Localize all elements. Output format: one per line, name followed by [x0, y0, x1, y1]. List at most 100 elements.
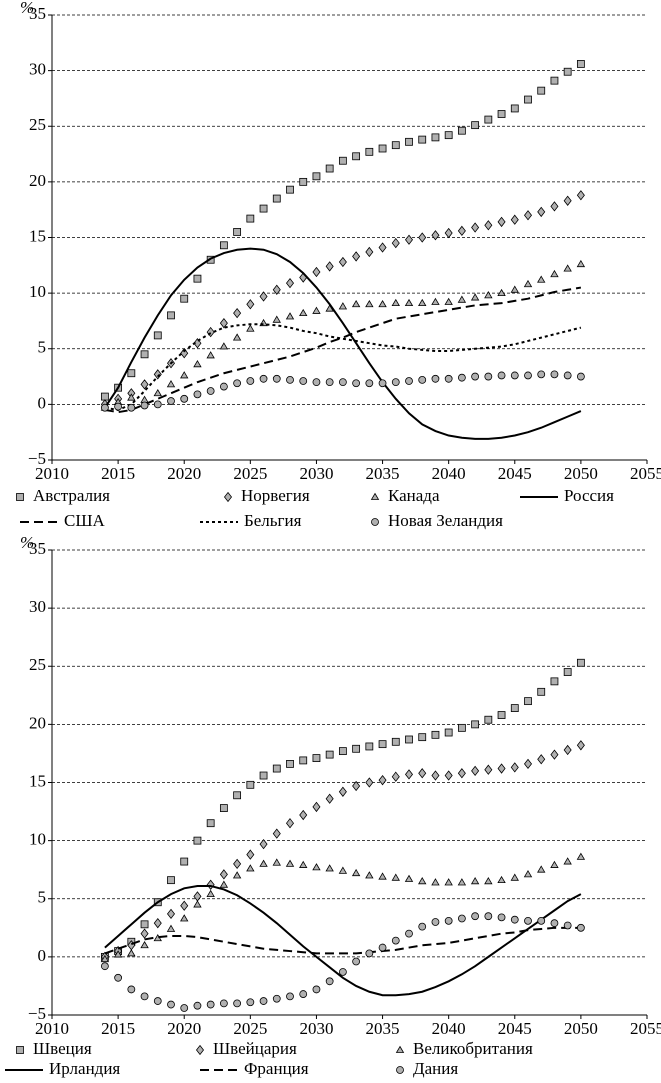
data-point [444, 131, 453, 140]
data-point [444, 916, 453, 925]
data-point [365, 147, 374, 156]
data-point [550, 860, 559, 868]
data-point [206, 351, 215, 359]
data-point [497, 110, 506, 118]
x-tick-label: 2045 [498, 464, 532, 483]
series-line [104, 286, 582, 414]
data-point [391, 141, 400, 150]
data-point [193, 1001, 202, 1010]
data-point [405, 377, 413, 385]
x-tick-label: 2025 [233, 464, 267, 483]
data-point [285, 312, 295, 320]
data-point [444, 770, 453, 781]
data-point [338, 256, 347, 268]
data-point [206, 879, 215, 890]
data-point [550, 919, 559, 928]
data-point [153, 400, 162, 409]
data-point [510, 104, 519, 113]
data-point [259, 204, 268, 213]
data-point [246, 780, 255, 789]
data-point [193, 836, 202, 845]
data-point [299, 177, 308, 186]
data-point [405, 137, 413, 146]
data-point [180, 294, 189, 303]
data-point [471, 121, 480, 130]
data-point [180, 857, 189, 866]
data-point [246, 998, 255, 1007]
data-point [471, 222, 480, 233]
data-point [378, 872, 387, 880]
data-point [312, 985, 321, 994]
data-point [193, 360, 202, 368]
data-point [510, 915, 519, 924]
y-tick-label: 10 [29, 282, 46, 301]
data-point [523, 279, 533, 288]
x-tick-label: 2050 [564, 464, 598, 483]
data-point [180, 394, 189, 403]
data-point [457, 225, 466, 236]
data-point [259, 771, 268, 780]
data-point [471, 765, 480, 777]
y-tick-label: −5 [28, 449, 46, 468]
data-point [233, 791, 242, 800]
data-point [405, 735, 413, 744]
data-point [299, 809, 308, 821]
data-point [140, 401, 149, 410]
data-point [537, 916, 546, 925]
data-point [563, 668, 572, 676]
data-point [576, 923, 585, 932]
data-point [338, 866, 348, 874]
data-point [391, 378, 400, 387]
data-point [391, 298, 400, 307]
data-point [470, 293, 480, 301]
x-tick-label: 2015 [101, 464, 135, 483]
data-point [153, 388, 162, 397]
data-point [193, 390, 202, 399]
data-point [550, 370, 559, 379]
data-point [325, 378, 334, 387]
legend-swatch [396, 1066, 404, 1074]
data-point [352, 957, 361, 966]
data-point [537, 687, 546, 696]
data-point [576, 658, 585, 667]
x-tick-label: 2020 [167, 464, 201, 483]
legend-label: Швейцария [213, 1039, 297, 1058]
data-point [404, 874, 414, 882]
y-tick-label: 30 [29, 597, 46, 616]
x-tick-label: 2035 [366, 1019, 400, 1038]
data-point [484, 115, 493, 124]
data-point [338, 378, 347, 387]
data-point [100, 962, 109, 971]
y-tick-label: 15 [29, 771, 46, 790]
data-point [378, 144, 387, 153]
data-point [259, 291, 268, 302]
data-point [365, 871, 374, 879]
data-point [497, 763, 506, 774]
data-point [312, 754, 321, 762]
data-point [497, 711, 506, 719]
data-point [471, 720, 480, 729]
data-point [180, 348, 189, 359]
data-point [378, 775, 387, 786]
data-point [352, 251, 361, 262]
data-point [325, 793, 334, 804]
data-point [153, 331, 162, 340]
data-point [140, 920, 149, 929]
data-point [523, 210, 533, 221]
data-point [180, 371, 189, 379]
data-point [233, 228, 242, 236]
data-point [338, 968, 347, 976]
data-point [391, 936, 400, 945]
data-point [352, 780, 361, 792]
series-line [104, 247, 582, 440]
data-point [537, 86, 546, 95]
data-point [232, 871, 242, 879]
data-point [167, 311, 175, 320]
x-tick-label: 2020 [167, 1019, 201, 1038]
y-tick-label: 20 [29, 171, 46, 190]
legend-swatch [371, 518, 379, 526]
data-point [457, 914, 466, 923]
data-point [312, 378, 321, 387]
x-tick-label: 2040 [432, 464, 466, 483]
data-point [272, 994, 281, 1003]
